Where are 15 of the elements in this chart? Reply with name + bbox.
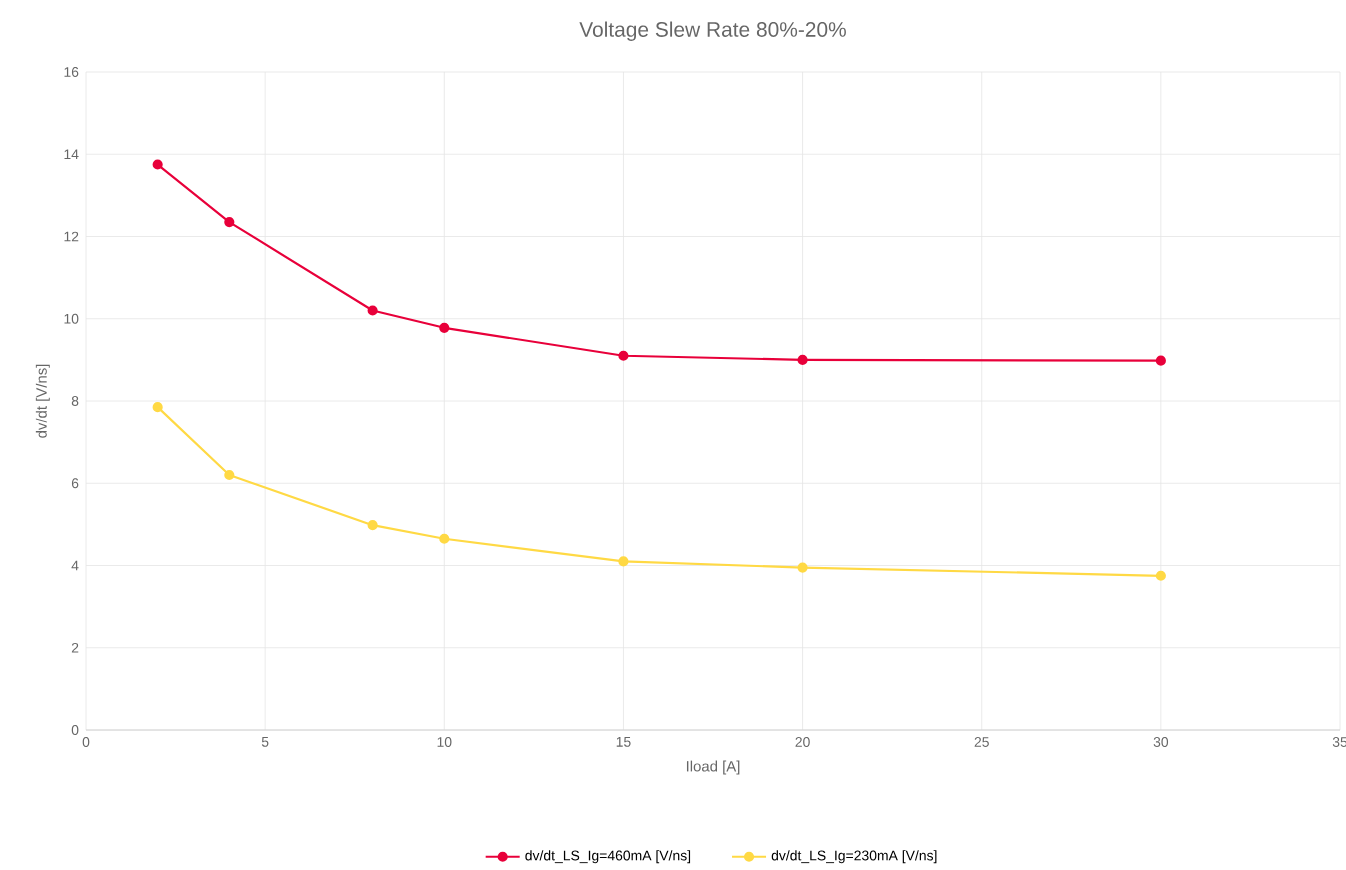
point <box>367 305 378 316</box>
point <box>797 354 808 365</box>
point <box>224 469 235 481</box>
point <box>224 217 235 228</box>
point <box>439 322 450 333</box>
point <box>152 159 163 170</box>
point <box>618 556 629 567</box>
point <box>1155 570 1166 581</box>
chart-title: Voltage Slew Rate 80%-20% <box>579 21 846 41</box>
point <box>152 402 163 413</box>
point <box>1155 355 1166 366</box>
point <box>439 533 450 544</box>
point <box>367 520 378 531</box>
point <box>797 562 808 573</box>
point <box>618 350 629 361</box>
